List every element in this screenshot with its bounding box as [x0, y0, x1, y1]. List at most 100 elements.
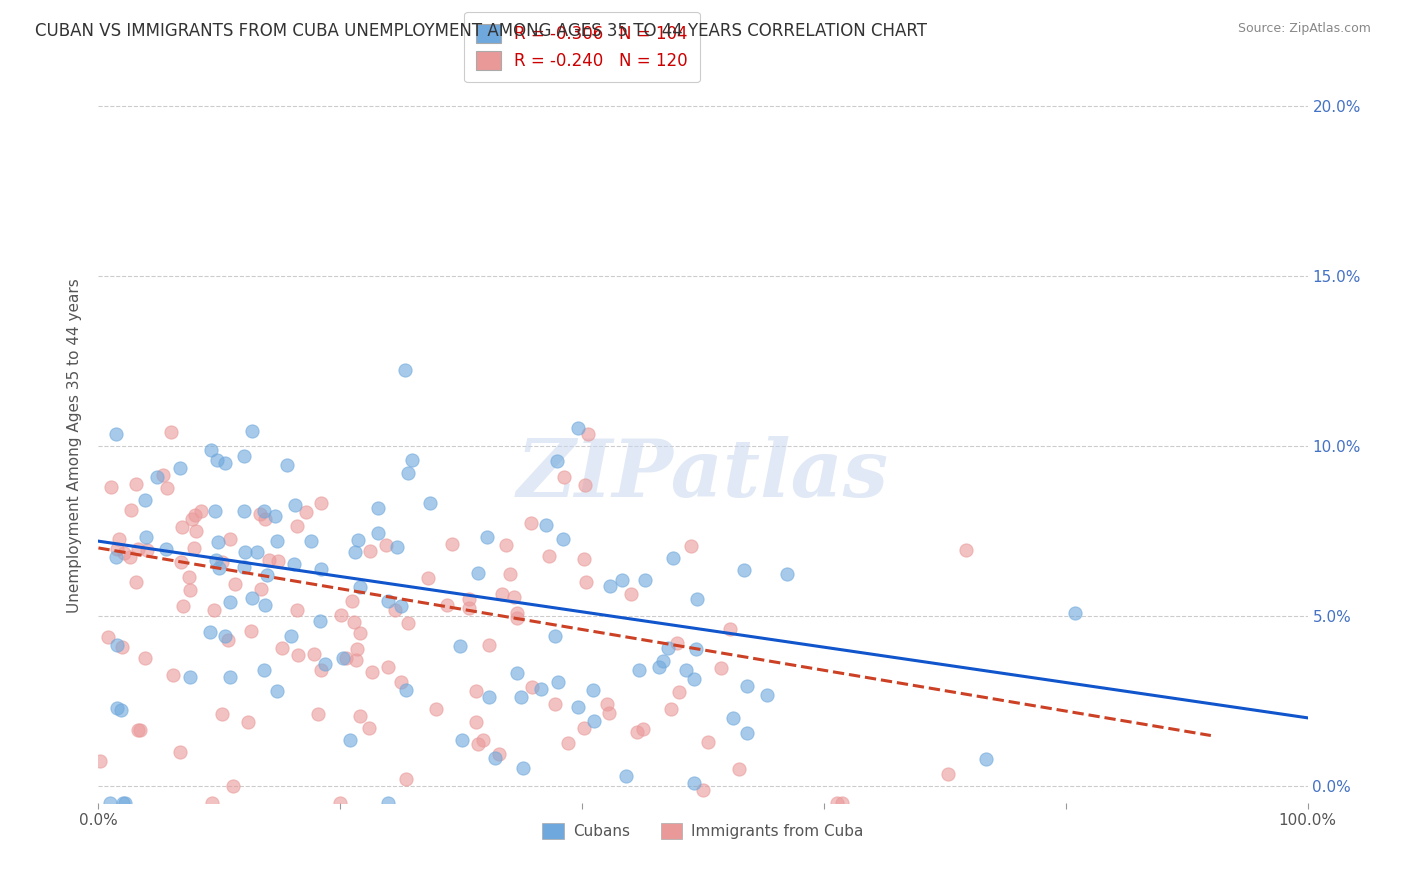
Point [271, 640, 294, 655]
Point [710, 661, 733, 675]
Point [263, 508, 285, 523]
Point [464, 683, 486, 698]
Point [170, 520, 193, 534]
Point [679, 539, 702, 553]
Point [207, 453, 229, 467]
Point [395, 772, 418, 786]
Point [776, 566, 799, 581]
Point [576, 426, 599, 441]
Point [553, 469, 575, 483]
Point [683, 673, 706, 687]
Point [574, 478, 596, 492]
Point [329, 796, 352, 810]
Point [377, 594, 399, 608]
Point [346, 642, 368, 657]
Point [347, 533, 370, 548]
Point [614, 769, 637, 783]
Point [389, 675, 412, 690]
Point [344, 545, 367, 559]
Point [233, 560, 256, 574]
Point [172, 599, 194, 613]
Point [240, 591, 263, 606]
Point [180, 511, 202, 525]
Point [377, 796, 399, 810]
Point [224, 577, 246, 591]
Point [451, 733, 474, 747]
Point [475, 530, 498, 544]
Point [418, 571, 440, 585]
Point [311, 663, 333, 677]
Point [332, 650, 354, 665]
Point [208, 560, 231, 574]
Point [253, 663, 276, 677]
Point [128, 723, 150, 737]
Point [250, 582, 273, 597]
Point [169, 461, 191, 475]
Point [330, 607, 353, 622]
Point [184, 524, 207, 538]
Point [124, 575, 146, 590]
Point [733, 563, 755, 577]
Point [108, 533, 131, 547]
Point [100, 480, 122, 494]
Point [425, 702, 447, 716]
Point [457, 591, 479, 606]
Point [222, 779, 245, 793]
Point [394, 363, 416, 377]
Point [572, 552, 595, 566]
Point [536, 517, 558, 532]
Point [721, 711, 744, 725]
Point [201, 796, 224, 810]
Point [537, 549, 560, 563]
Point [384, 603, 406, 617]
Point [309, 562, 332, 576]
Point [547, 675, 569, 690]
Point [394, 682, 416, 697]
Point [683, 775, 706, 789]
Point [299, 534, 322, 549]
Point [349, 625, 371, 640]
Point [955, 543, 977, 558]
Point [436, 599, 458, 613]
Point [551, 532, 574, 546]
Point [938, 767, 960, 781]
Point [343, 615, 366, 630]
Point [659, 702, 682, 716]
Point [582, 714, 605, 728]
Point [755, 688, 778, 702]
Point [219, 595, 242, 609]
Point [612, 573, 634, 587]
Point [652, 654, 675, 668]
Text: Source: ZipAtlas.com: Source: ZipAtlas.com [1237, 22, 1371, 36]
Point [546, 454, 568, 468]
Point [190, 504, 212, 518]
Point [396, 466, 419, 480]
Point [666, 635, 689, 649]
Point [183, 541, 205, 555]
Point [567, 700, 589, 714]
Point [155, 541, 177, 556]
Point [335, 651, 357, 665]
Point [339, 732, 361, 747]
Point [240, 624, 263, 638]
Point [285, 519, 308, 533]
Point [471, 732, 494, 747]
Point [204, 504, 226, 518]
Point [626, 724, 648, 739]
Point [387, 541, 409, 555]
Point [557, 736, 579, 750]
Point [389, 599, 412, 613]
Point [307, 706, 329, 721]
Point [309, 496, 332, 510]
Point [440, 537, 463, 551]
Point [396, 616, 419, 631]
Point [246, 544, 269, 558]
Point [276, 458, 298, 472]
Point [170, 555, 193, 569]
Point [491, 587, 513, 601]
Point [574, 575, 596, 590]
Point [280, 629, 302, 643]
Point [737, 679, 759, 693]
Point [214, 456, 236, 470]
Point [367, 501, 389, 516]
